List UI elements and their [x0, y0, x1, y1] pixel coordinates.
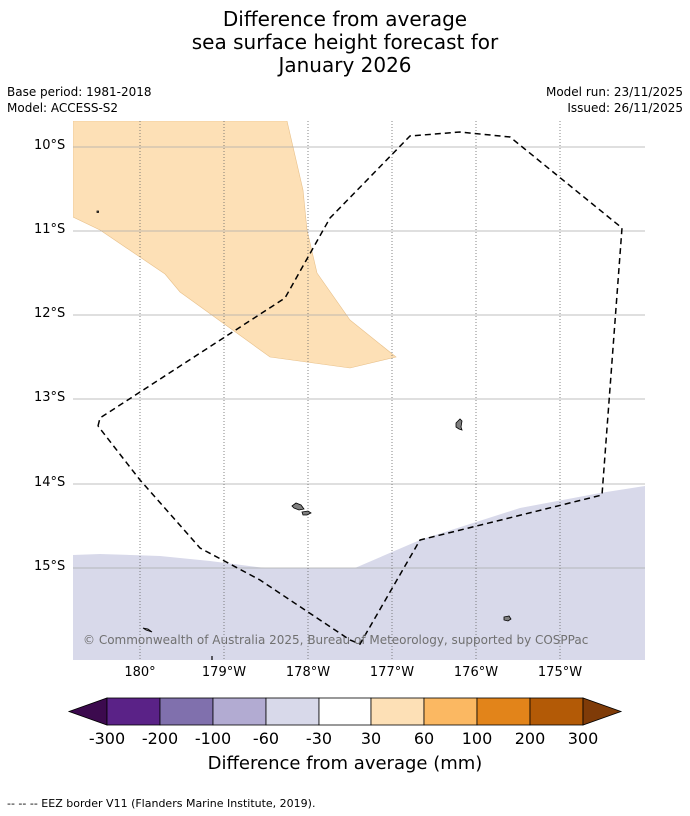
colorbar-bin-5: [318, 697, 372, 726]
x-tick-label: 179°W: [201, 665, 247, 680]
colorbar-label: 60: [413, 729, 435, 748]
colorbar-extend-low: [67, 697, 108, 726]
colorbar-bin-1: [106, 697, 161, 726]
y-tick-label: 15°S: [34, 559, 66, 574]
island-upolu: [291, 502, 305, 511]
base-period: Base period: 1981-2018: [7, 85, 152, 99]
title-line-1: Difference from average: [222, 7, 468, 31]
y-tick-label: 10°S: [34, 138, 66, 153]
island-swains: [96, 210, 99, 213]
islands: [96, 210, 512, 633]
colorbar-label: 300: [567, 729, 599, 748]
copyright-notice: © Commonwealth of Australia 2025, Bureau…: [83, 633, 589, 647]
island-niuafoou: [503, 615, 512, 622]
colorbar-label: 200: [514, 729, 546, 748]
colorbar-label: -100: [194, 729, 232, 748]
x-tick-label: 175°W: [537, 665, 583, 680]
colorbar-bin-3: [212, 697, 267, 726]
colorbar-title: Difference from average (mm): [207, 753, 483, 774]
issued-date: Issued: 26/11/2025: [567, 101, 683, 115]
eez-footnote: -- -- -- EEZ border V11 (Flanders Marine…: [7, 797, 316, 810]
x-tick-label: 180°: [124, 665, 156, 680]
title-line-3: January 2026: [278, 53, 412, 77]
colorbar-bin-4: [265, 697, 320, 726]
colorbar-bin-8: [476, 697, 531, 726]
island-savaii: [301, 510, 312, 516]
colorbar-label: -200: [141, 729, 179, 748]
colorbar-bin-9: [529, 697, 584, 726]
eez-border: [97, 131, 623, 645]
island-wallis: [142, 627, 153, 633]
colorbar-bin-6: [370, 697, 425, 726]
model-run: Model run: 23/11/2025: [545, 85, 683, 99]
title-line-2: sea surface height forecast for: [191, 30, 499, 54]
gridlines: [73, 146, 645, 569]
x-tick-label: 176°W: [453, 665, 499, 680]
colorbar-label: -60: [252, 729, 280, 748]
colorbar-label: 100: [461, 729, 493, 748]
colorbar-label: -300: [88, 729, 126, 748]
x-tick-label: 177°W: [369, 665, 415, 680]
map-area: [73, 121, 645, 660]
colorbar-label: -30: [305, 729, 333, 748]
y-tick-label: 11°S: [34, 222, 66, 237]
y-tick-label: 13°S: [34, 390, 66, 405]
colorbar-bin-2: [159, 697, 214, 726]
meta-left: Base period: 1981-2018 Model: ACCESS-S2: [7, 84, 152, 116]
y-tick-label: 12°S: [34, 306, 66, 321]
y-tick-label: 14°S: [34, 475, 66, 490]
chart-title: Difference from average sea surface heig…: [0, 8, 690, 77]
meta-right: Model run: 23/11/2025 Issued: 26/11/2025: [546, 84, 683, 116]
model-name: Model: ACCESS-S2: [7, 101, 119, 115]
colorbar-label: 30: [360, 729, 382, 748]
colorbar-bin-7: [423, 697, 478, 726]
x-tick-label: 178°W: [285, 665, 331, 680]
island-tutuila: [455, 418, 463, 431]
anomaly-region-positive: [73, 121, 397, 369]
colorbar-extend-high: [582, 697, 623, 726]
colorbar: [67, 697, 623, 726]
anomaly-region-negative: [73, 486, 645, 660]
